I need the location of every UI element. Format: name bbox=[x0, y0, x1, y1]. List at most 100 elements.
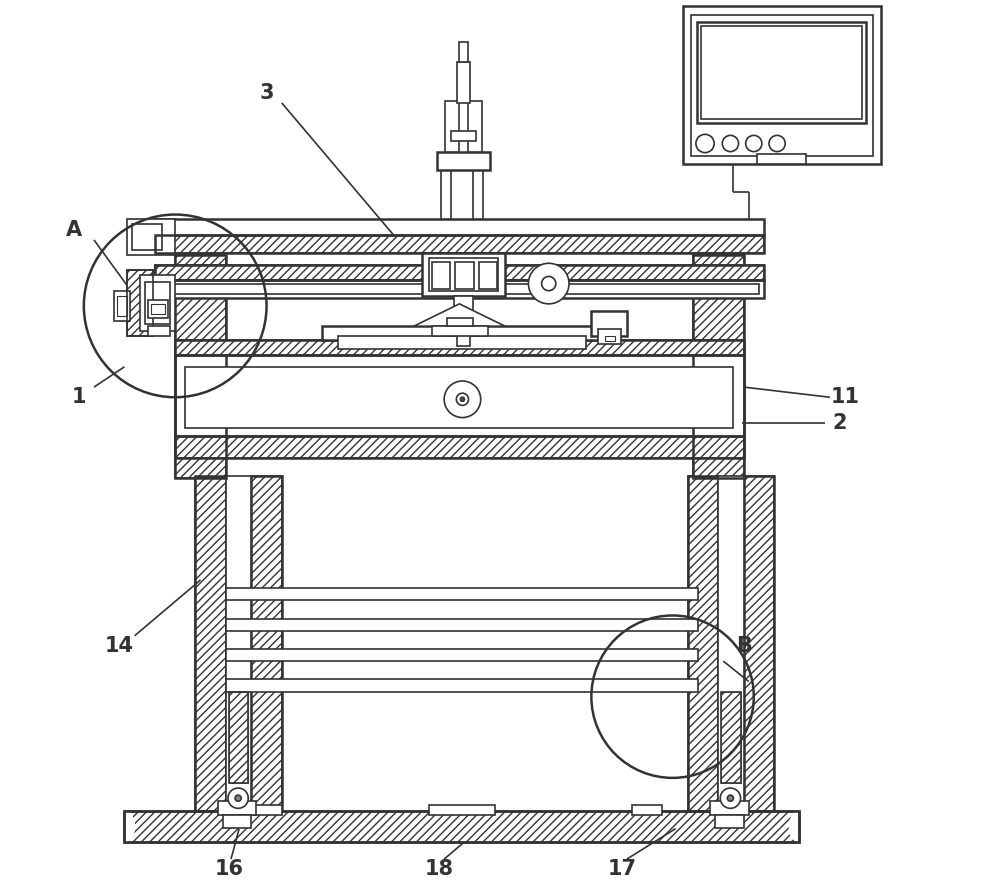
Bar bbox=[160, 283, 759, 294]
Bar bbox=[226, 679, 698, 692]
Bar bbox=[226, 649, 698, 661]
Text: 2: 2 bbox=[833, 413, 847, 433]
Bar bbox=[229, 692, 248, 783]
Bar bbox=[715, 815, 744, 828]
Text: 3: 3 bbox=[259, 82, 274, 103]
Bar bbox=[455, 263, 474, 289]
Bar bbox=[457, 63, 470, 103]
Bar bbox=[140, 275, 175, 332]
Bar bbox=[195, 477, 226, 812]
Bar bbox=[229, 692, 248, 783]
Circle shape bbox=[235, 795, 241, 801]
Bar bbox=[721, 692, 741, 783]
Bar bbox=[598, 329, 621, 344]
Bar bbox=[632, 806, 662, 815]
Ellipse shape bbox=[789, 812, 810, 842]
Bar bbox=[124, 812, 799, 842]
Bar bbox=[185, 366, 733, 427]
Bar bbox=[445, 101, 459, 151]
Bar bbox=[175, 435, 744, 458]
Bar bbox=[251, 477, 282, 812]
Bar bbox=[175, 255, 226, 478]
Bar bbox=[145, 281, 170, 324]
Bar bbox=[223, 815, 251, 828]
Bar bbox=[422, 253, 505, 296]
Bar bbox=[322, 326, 602, 340]
Bar bbox=[688, 477, 718, 812]
Bar bbox=[454, 296, 473, 336]
Bar bbox=[124, 812, 799, 842]
Bar bbox=[688, 477, 718, 812]
Bar bbox=[226, 618, 698, 631]
Bar bbox=[697, 22, 866, 123]
Bar bbox=[693, 255, 744, 478]
Bar bbox=[441, 168, 451, 219]
Bar bbox=[432, 263, 450, 289]
Bar bbox=[226, 477, 251, 812]
Bar bbox=[175, 435, 744, 458]
Circle shape bbox=[528, 263, 569, 304]
Polygon shape bbox=[414, 304, 505, 326]
Bar bbox=[459, 42, 468, 63]
Text: 17: 17 bbox=[607, 859, 636, 879]
Bar bbox=[175, 340, 744, 355]
Bar bbox=[155, 265, 764, 280]
Bar bbox=[744, 477, 774, 812]
Text: 1: 1 bbox=[72, 387, 86, 408]
Circle shape bbox=[460, 397, 464, 401]
Circle shape bbox=[456, 393, 469, 405]
Bar bbox=[451, 132, 476, 142]
Bar bbox=[155, 235, 764, 253]
Bar bbox=[127, 271, 153, 336]
Text: 14: 14 bbox=[105, 636, 134, 656]
Bar bbox=[155, 265, 764, 280]
Bar bbox=[429, 258, 498, 290]
Bar bbox=[701, 26, 862, 119]
Bar bbox=[117, 296, 127, 316]
Bar bbox=[437, 151, 490, 170]
Bar bbox=[338, 336, 586, 349]
Bar bbox=[429, 806, 495, 815]
Bar bbox=[591, 311, 627, 336]
Bar bbox=[693, 255, 744, 478]
Bar bbox=[473, 168, 483, 219]
Bar bbox=[479, 263, 497, 289]
Bar bbox=[757, 153, 806, 164]
Bar bbox=[226, 588, 698, 600]
Bar bbox=[175, 255, 226, 478]
Bar bbox=[175, 355, 744, 435]
Bar bbox=[683, 6, 881, 164]
Bar bbox=[195, 477, 226, 812]
Bar bbox=[432, 326, 488, 336]
Circle shape bbox=[542, 277, 556, 290]
Bar bbox=[718, 477, 744, 812]
Circle shape bbox=[722, 135, 739, 151]
Bar bbox=[251, 806, 282, 815]
Circle shape bbox=[746, 135, 762, 151]
Bar bbox=[151, 304, 165, 314]
Bar bbox=[148, 300, 168, 318]
Bar bbox=[605, 336, 615, 341]
Bar bbox=[251, 477, 282, 812]
Bar bbox=[457, 334, 470, 347]
Circle shape bbox=[444, 381, 481, 418]
Circle shape bbox=[769, 135, 785, 151]
Ellipse shape bbox=[114, 812, 135, 842]
Text: 16: 16 bbox=[214, 859, 243, 879]
Bar bbox=[691, 14, 873, 156]
Bar bbox=[744, 477, 774, 812]
Circle shape bbox=[228, 788, 248, 808]
Text: B: B bbox=[736, 636, 752, 656]
Circle shape bbox=[720, 788, 741, 808]
Circle shape bbox=[727, 795, 733, 801]
Bar bbox=[127, 271, 153, 336]
Bar bbox=[148, 326, 170, 336]
Text: 18: 18 bbox=[425, 859, 454, 879]
Bar bbox=[155, 235, 764, 253]
Circle shape bbox=[696, 134, 714, 152]
Text: 11: 11 bbox=[831, 387, 860, 408]
Bar bbox=[710, 801, 749, 815]
Bar bbox=[155, 219, 764, 235]
Bar bbox=[114, 290, 130, 321]
Bar bbox=[175, 340, 744, 355]
